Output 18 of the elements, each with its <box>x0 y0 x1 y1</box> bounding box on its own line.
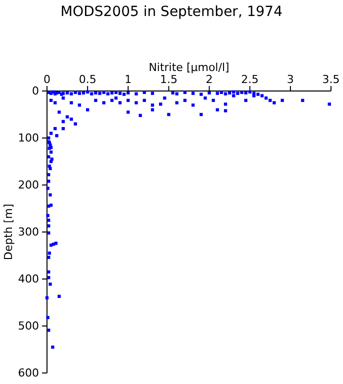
x-tick-label: 1 <box>124 73 132 86</box>
y-tick-label: 600 <box>18 366 39 380</box>
chart-title: MODS2005 in September, 1974 <box>60 4 283 20</box>
y-tick-label: 0 <box>32 84 39 98</box>
y-tick-label: 200 <box>18 178 39 192</box>
x-tick-label: 0.5 <box>78 73 96 86</box>
x-tick-label: 3.5 <box>322 73 340 86</box>
x-axis-title: Nitrite [µmol/l] <box>148 61 230 74</box>
y-tick-label: 100 <box>18 132 39 145</box>
y-tick-label: 500 <box>18 320 39 333</box>
y-tick-label: 300 <box>18 226 39 239</box>
y-tick-label: 400 <box>18 272 39 286</box>
x-tick-label: 2.5 <box>241 73 259 86</box>
x-tick-label: 1.5 <box>160 73 178 86</box>
x-tick-label: 3 <box>286 73 294 86</box>
x-tick-label: 0 <box>44 73 50 86</box>
y-axis-title: Depth [m] <box>2 204 15 260</box>
x-tick-label: 2 <box>206 73 213 86</box>
